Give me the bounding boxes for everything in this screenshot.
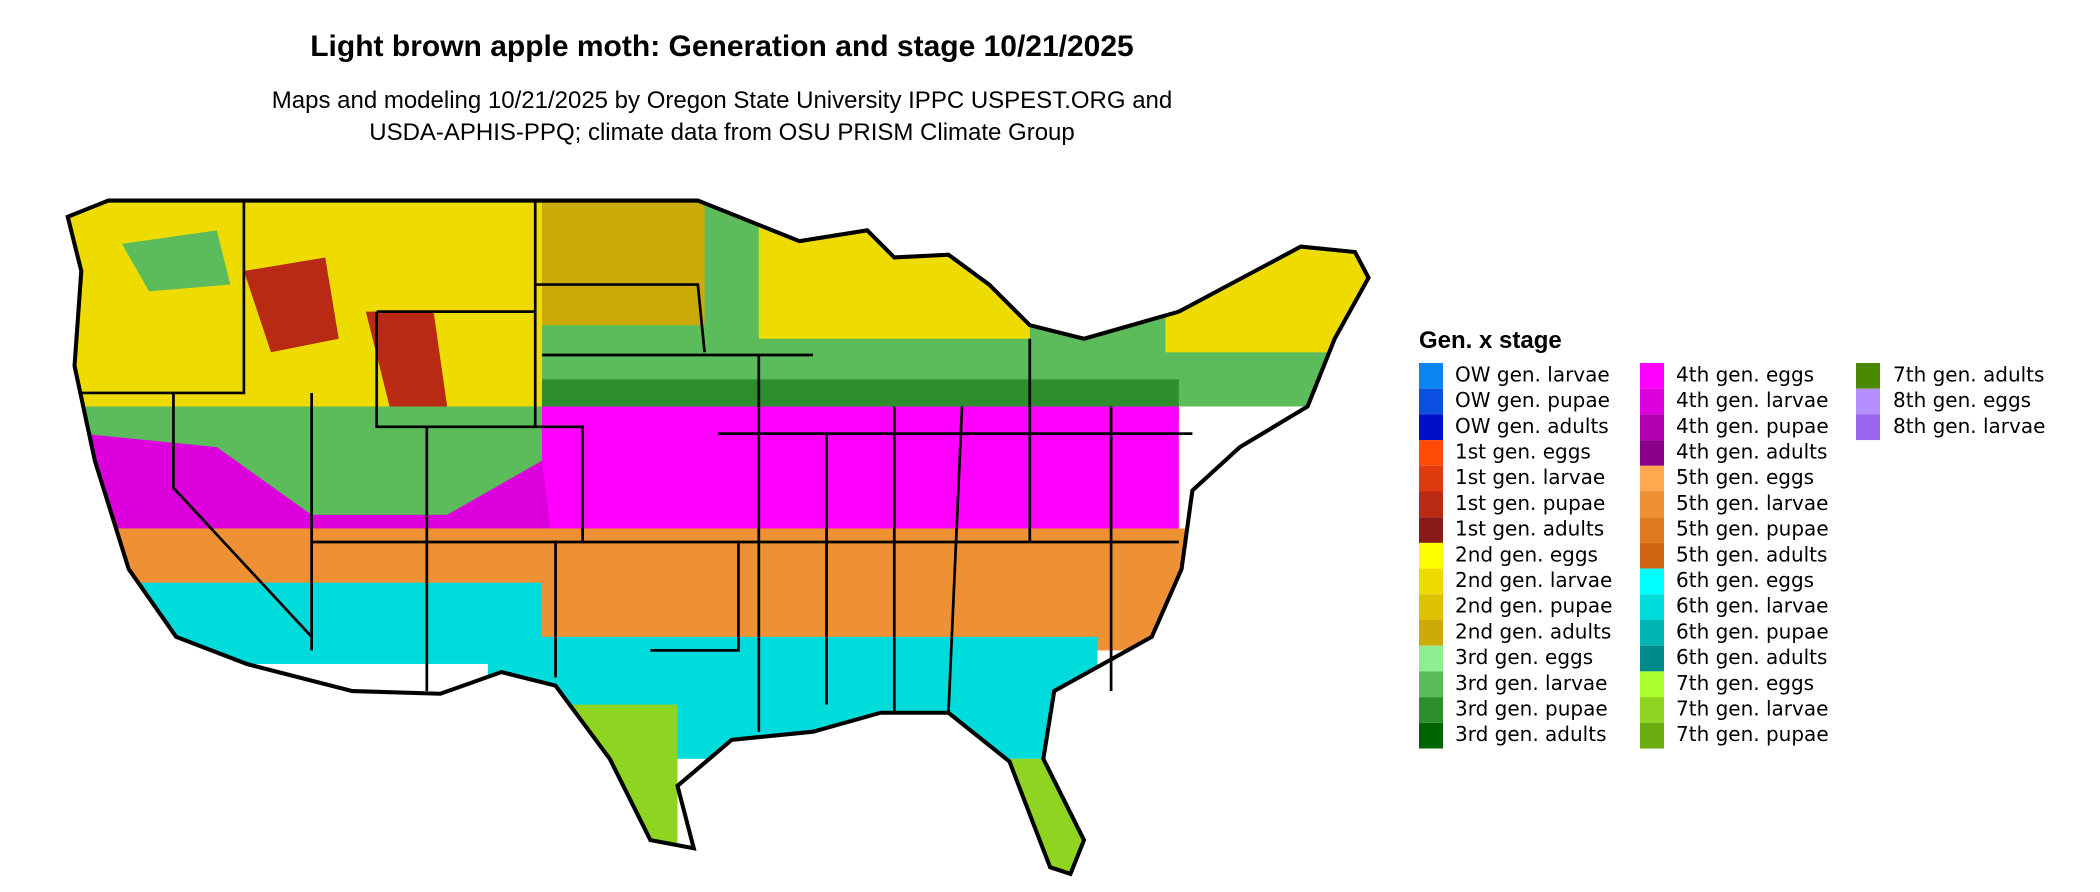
legend-label: 7th gen. adults (1893, 362, 2044, 386)
country-border (65, 198, 1371, 877)
map-title: Light brown apple moth: Generation and s… (310, 30, 1134, 63)
legend-swatch (1640, 388, 1664, 415)
legend-swatch (1640, 568, 1664, 595)
legend-swatch (1640, 722, 1664, 749)
legend-swatch (1856, 363, 1880, 389)
legend-label: 2nd gen. adults (1455, 619, 1611, 643)
legend-swatch (1419, 697, 1443, 723)
legend-label: 1st gen. pupae (1455, 491, 1605, 515)
legend-label: 1st gen. eggs (1455, 439, 1591, 463)
legend-swatch (1419, 440, 1443, 466)
legend-label: 3rd gen. larvae (1455, 671, 1607, 695)
legend-label: 7th gen. pupae (1676, 722, 1829, 746)
legend-label: 4th gen. larvae (1676, 388, 1828, 412)
legend-label: 2nd gen. eggs (1455, 542, 1598, 566)
legend-swatch (1640, 440, 1664, 466)
legend-swatch (1419, 568, 1443, 595)
legend-swatch (1640, 465, 1664, 492)
legend-label: 1st gen. adults (1455, 517, 1604, 541)
legend-label: 8th gen. larvae (1893, 414, 2045, 438)
legend-label: 5th gen. eggs (1676, 465, 1814, 489)
map (65, 198, 1371, 877)
legend-swatch (1419, 645, 1443, 672)
legend-label: 5th gen. larvae (1676, 491, 1828, 515)
legend-swatch (1640, 542, 1664, 569)
legend-swatch (1419, 491, 1443, 518)
legend-label: 6th gen. eggs (1676, 568, 1814, 592)
legend-swatch (1640, 594, 1664, 620)
legend-label: 3rd gen. pupae (1455, 696, 1608, 720)
legend-label: OW gen. larvae (1455, 362, 1610, 386)
legend-swatch (1419, 414, 1443, 441)
legend-label: 6th gen. pupae (1676, 619, 1829, 643)
legend-swatch (1419, 722, 1443, 749)
legend-label: 3rd gen. eggs (1455, 645, 1593, 669)
legend-swatch (1419, 363, 1443, 389)
legend-swatch (1419, 620, 1443, 646)
legend-swatch (1419, 388, 1443, 415)
legend-label: 4th gen. eggs (1676, 362, 1814, 386)
map-subtitle: Maps and modeling 10/21/2025 by Oregon S… (272, 87, 1172, 114)
state-borders (81, 200, 1193, 732)
legend-swatch (1419, 465, 1443, 492)
legend-label: 6th gen. larvae (1676, 594, 1828, 618)
legend-label: 7th gen. eggs (1676, 671, 1814, 695)
legend-swatch (1856, 388, 1880, 415)
legend-swatch (1640, 363, 1664, 389)
map-subtitle: USDA-APHIS-PPQ; climate data from OSU PR… (369, 119, 1075, 146)
legend-label: 4th gen. adults (1676, 439, 1827, 463)
legend-label: 3rd gen. adults (1455, 722, 1606, 746)
legend-swatch (1640, 645, 1664, 672)
map-fill (67, 200, 1369, 874)
legend-label: 2nd gen. pupae (1455, 594, 1612, 618)
legend-label: 8th gen. eggs (1893, 388, 2031, 412)
legend-label: 6th gen. adults (1676, 645, 1827, 669)
legend-swatch (1419, 542, 1443, 569)
legend-label: OW gen. adults (1455, 414, 1609, 438)
legend-swatch (1856, 414, 1880, 441)
legend-label: 2nd gen. larvae (1455, 568, 1612, 592)
legend-title: Gen. x stage (1419, 327, 1562, 354)
legend-swatch (1640, 697, 1664, 723)
legend-label: 1st gen. larvae (1455, 465, 1605, 489)
legend-label: 5th gen. pupae (1676, 517, 1829, 541)
legend-swatch (1640, 414, 1664, 441)
legend-swatch (1640, 620, 1664, 646)
legend-swatch (1640, 491, 1664, 518)
legend-label: OW gen. pupae (1455, 388, 1610, 412)
legend-swatch (1640, 517, 1664, 543)
legend-label: 4th gen. pupae (1676, 414, 1829, 438)
legend-label: 5th gen. adults (1676, 542, 1827, 566)
legend-swatch (1419, 594, 1443, 620)
legend-swatch (1419, 671, 1443, 698)
legend-swatch (1419, 517, 1443, 543)
legend-label: 7th gen. larvae (1676, 696, 1828, 720)
legend-swatch (1640, 671, 1664, 698)
